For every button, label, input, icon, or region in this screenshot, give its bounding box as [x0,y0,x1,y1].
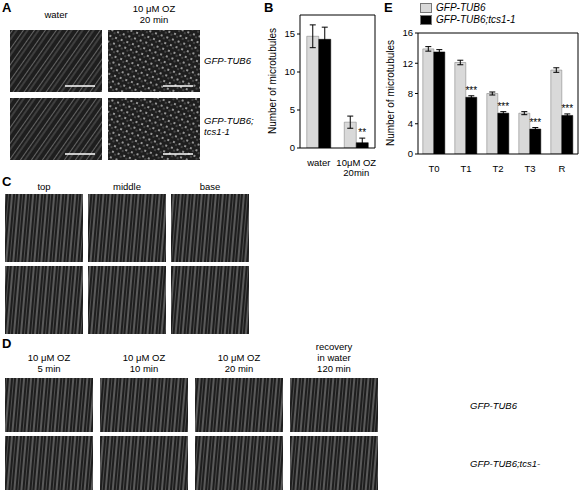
svg-text:***: *** [497,101,509,112]
svg-text:GFP-TUB6;tcs1-: GFP-TUB6;tcs1- [470,458,540,469]
svg-text:top: top [37,181,50,192]
html-text:Number of microtubules: Number of microtubules [266,27,278,135]
svg-text:10: 10 [284,66,295,77]
svg-text:B: B [264,0,273,15]
svg-text:C: C [8,174,12,189]
svg-text:GFP-TUB6: GFP-TUB6 [470,400,518,411]
svg-text:T3: T3 [524,163,535,174]
html-text:Number of microtubules: Number of microtubules [384,39,396,147]
svg-text:8: 8 [408,88,413,99]
svg-text:10μM OZ20min: 10μM OZ20min [336,157,376,176]
svg-text:GFP-TUB6;tcs1-1: GFP-TUB6;tcs1-1 [204,115,254,137]
svg-text:T2: T2 [492,163,503,174]
svg-text:***: *** [561,103,573,114]
svg-text:10 μM OZ20 min: 10 μM OZ20 min [133,3,176,25]
svg-text:water: water [306,157,330,168]
svg-text:0: 0 [408,148,413,159]
svg-text:16: 16 [402,27,413,38]
svg-text:T1: T1 [460,163,471,174]
svg-text:15: 15 [284,28,295,39]
svg-text:10 μM OZ5 min: 10 μM OZ5 min [28,352,71,374]
svg-text:5: 5 [290,104,295,115]
html-text:GFP-TUB6;tcs1-1: GFP-TUB6;tcs1-1 [436,14,516,25]
svg-text:10 μM OZ20 min: 10 μM OZ20 min [218,352,261,374]
svg-text:GFP-TUB6: GFP-TUB6 [204,55,252,66]
svg-text:***: *** [529,117,541,128]
svg-text:4: 4 [408,118,413,129]
svg-text:middle: middle [113,181,141,192]
svg-text:10 μM OZ10 min: 10 μM OZ10 min [123,352,166,374]
svg-text:***: *** [465,85,477,96]
svg-text:12: 12 [402,58,413,69]
svg-text:T0: T0 [428,163,439,174]
svg-text:water: water [43,9,67,20]
svg-text:base: base [200,181,221,192]
svg-text:R: R [559,163,566,174]
svg-text:recoveryin water120 min: recoveryin water120 min [316,341,353,374]
svg-text:E: E [384,0,393,15]
svg-text:**: ** [358,127,366,138]
html-text:GFP-TUB6: GFP-TUB6 [436,2,486,13]
svg-text:A: A [8,0,12,15]
svg-text:D: D [8,336,11,351]
svg-text:0: 0 [290,142,295,153]
